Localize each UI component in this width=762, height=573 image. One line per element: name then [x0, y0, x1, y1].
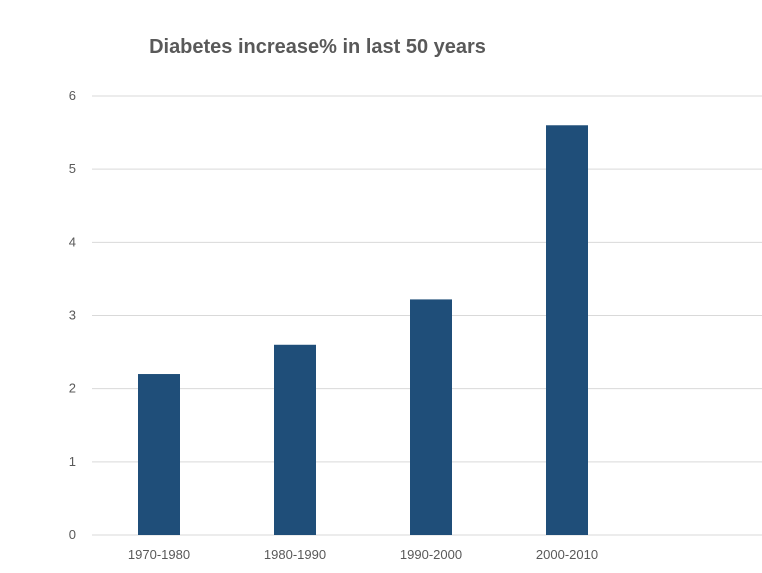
chart-title: Diabetes increase% in last 50 years [149, 36, 486, 58]
x-tick-label: 1970-1980 [128, 547, 190, 562]
y-tick-label: 3 [69, 308, 76, 323]
bar-2000-2010 [546, 125, 588, 536]
bar-1970-1980 [138, 374, 180, 535]
x-tick-label: 1980-1990 [264, 547, 326, 562]
y-tick-label: 1 [69, 454, 76, 469]
bars [138, 125, 588, 536]
bar-1980-1990 [274, 344, 316, 535]
y-tick-label: 6 [69, 88, 76, 103]
y-axis-tick-labels: 0 1 2 3 4 5 6 [69, 88, 76, 542]
y-tick-label: 5 [69, 161, 76, 176]
x-tick-label: 2000-2010 [536, 547, 598, 562]
y-tick-label: 2 [69, 381, 76, 396]
x-tick-label: 1990-2000 [400, 547, 462, 562]
bar-1990-2000 [410, 299, 452, 535]
x-axis-tick-labels: 1970-1980 1980-1990 1990-2000 2000-2010 [128, 547, 598, 562]
y-tick-label: 4 [69, 234, 76, 249]
y-tick-label: 0 [69, 527, 76, 542]
